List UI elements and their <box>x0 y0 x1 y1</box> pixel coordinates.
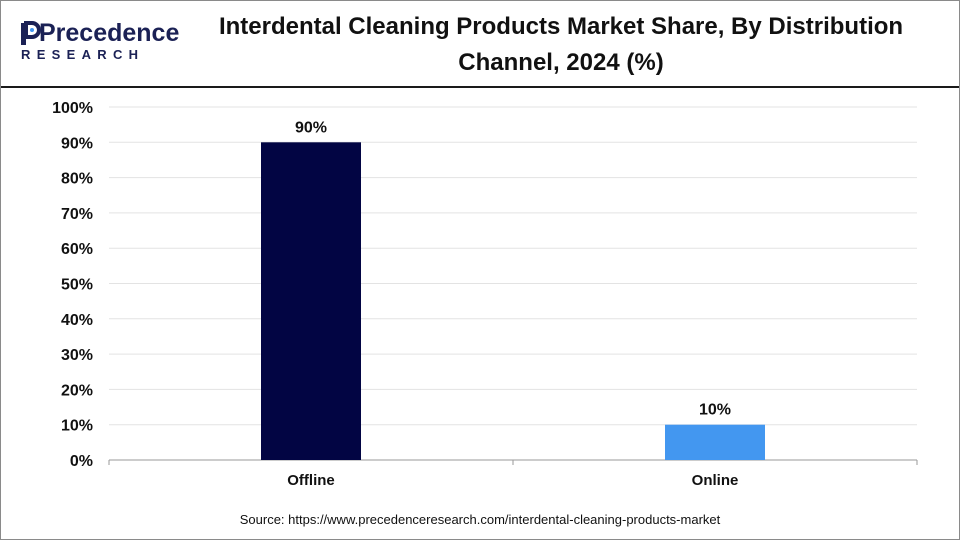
bar-chart: 0% 10% 20% 30% 40% 50% 60% 70% 80% 90% 100% 90% Offl… <box>52 100 918 489</box>
y-tick-label: 60% <box>61 241 93 258</box>
header: Precedence RESEARCH Interdental Cleaning… <box>1 1 959 88</box>
data-label: 90% <box>295 119 327 136</box>
source-note: Source: https://www.precedenceresearch.c… <box>239 512 721 527</box>
y-tick-label: 100% <box>52 100 93 117</box>
brand-logo: Precedence RESEARCH <box>15 17 179 67</box>
bar-online <box>665 424 765 460</box>
x-category-label: Offline <box>287 472 335 489</box>
y-tick-label: 40% <box>61 312 93 329</box>
brand-name-bottom: RESEARCH <box>21 47 145 62</box>
x-category-label: Online <box>692 472 739 489</box>
logo-mark-icon <box>21 21 41 45</box>
y-tick-label: 80% <box>61 171 93 188</box>
chart-title: Interdental Cleaning Products Market Sha… <box>218 13 904 76</box>
y-tick-label: 20% <box>61 382 93 399</box>
brand-name-top: Precedence <box>39 19 180 47</box>
y-tick-label: 10% <box>61 418 93 435</box>
y-tick-label: 30% <box>61 347 93 364</box>
y-tick-label: 50% <box>61 277 93 294</box>
y-tick-label: 70% <box>61 206 93 223</box>
bar-offline <box>261 142 361 461</box>
y-tick-label: 90% <box>61 135 93 152</box>
y-tick-label: 0% <box>70 453 93 470</box>
data-label: 10% <box>699 402 731 419</box>
